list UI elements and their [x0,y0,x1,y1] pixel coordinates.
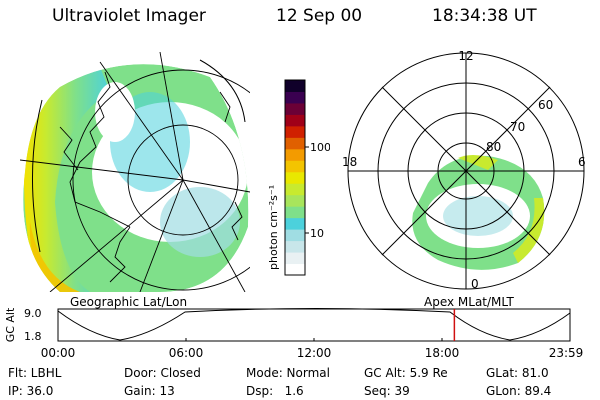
alt-tick-low: 1.8 [24,330,42,343]
status-ip: IP: 36.0 [8,384,54,398]
colorbar-segment [285,183,305,196]
status-gc-alt: GC Alt: 5.9 Re [364,366,448,380]
time-tick-label: 06:00 [169,346,204,360]
mlat-ring-60: 60 [538,98,553,112]
colorbar-segment [285,194,305,207]
alt-axis-label: GC Alt [4,307,17,342]
altitude-timeline: 9.0 1.8 GC Alt 00:00 06:00 12:00 18:00 23:59 [4,307,584,360]
colorbar-unit-label: photon cm⁻²s⁻¹ [267,185,280,270]
colorbar-segment [285,206,305,219]
status-door: Door: Closed [124,366,201,380]
colorbar-segment [285,229,305,242]
colorbar-segment [285,217,305,230]
colorbar-segment [285,160,305,173]
mlt-label-18: 18 [342,155,357,169]
colorbar-segment [285,102,305,115]
colorbar-segment [285,263,305,276]
colorbar-tick-10: 10 [310,227,324,240]
colorbar-segment [285,137,305,150]
altitude-curve [57,308,571,341]
mlt-label-12: 12 [458,49,473,63]
colorbar-segment [285,171,305,184]
mlat-ring-70: 70 [510,120,525,134]
time-tick-label: 12:00 [297,346,332,360]
time-label: 18:34:38 UT [432,6,537,26]
status-glon: GLon: 89.4 [486,384,552,398]
status-seq: Seq: 39 [364,384,410,398]
colorbar-segment [285,114,305,127]
date-label: 12 Sep 00 [276,6,363,26]
time-tick-label: 23:59 [549,346,584,360]
alt-tick-high: 9.0 [24,307,42,320]
status-flt: Flt: LBHL [8,366,62,380]
status-dsp: Dsp: 1.6 [246,384,304,398]
colorbar-segment [285,252,305,265]
time-tick-label: 18:00 [425,346,460,360]
colorbar-tick-100: 100 [310,141,330,154]
apex-caption: Apex MLat/MLT [424,295,514,309]
mlat-ring-80: 80 [486,140,501,154]
mlt-label-0: 0 [471,277,479,291]
colorbar: 100 10 photon cm⁻²s⁻¹ [267,79,330,276]
time-tick-label: 00:00 [41,346,76,360]
status-mode: Mode: Normal [246,366,330,380]
mlt-label-6: 6 [578,155,586,169]
colorbar-segment [285,240,305,253]
geographic-auroral-image [20,52,250,292]
magnetic-polar-plot: 12 18 6 0 60 70 80 [342,49,586,291]
colorbar-segment [285,125,305,138]
colorbar-segment [285,91,305,104]
geographic-caption: Geographic Lat/Lon [70,295,188,309]
status-gain: Gain: 13 [124,384,175,398]
instrument-title: Ultraviolet Imager [52,6,206,26]
status-glat: GLat: 81.0 [486,366,549,380]
colorbar-segment [285,148,305,161]
colorbar-segment [285,80,305,92]
